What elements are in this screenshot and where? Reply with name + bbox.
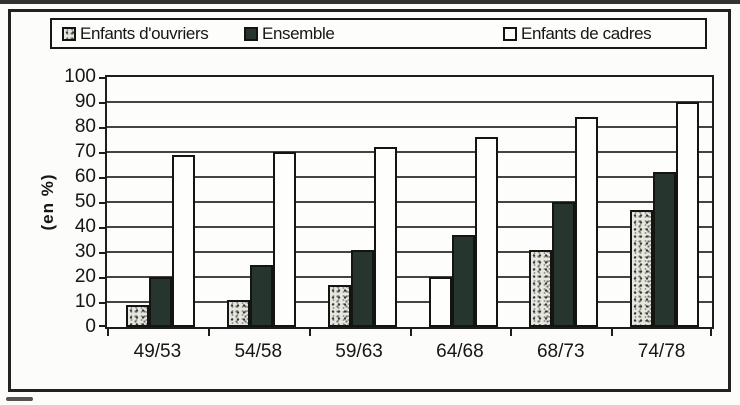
x-tick-label: 59/63 — [335, 341, 383, 362]
y-tick-label: 10 — [74, 291, 96, 312]
legend-label: Enfants d'ouvriers — [80, 23, 209, 43]
bar-enfants-d-ouvriers-59-63 — [327, 284, 351, 327]
bar-enfants-d-ouvriers-68-73 — [529, 249, 553, 327]
y-tick-label: 70 — [74, 141, 96, 162]
y-axis-tick — [99, 77, 107, 79]
x-axis-tick — [611, 329, 614, 336]
bar-ensemble-54-58 — [249, 264, 273, 327]
bar-enfants-de-cadres-64-68 — [474, 137, 498, 327]
bar-enfants-d-ouvriers-64-68 — [428, 277, 452, 327]
x-axis-tick — [510, 329, 513, 336]
bar-ensemble-59-63 — [350, 249, 374, 327]
x-tick-label: 49/53 — [133, 341, 182, 362]
y-axis-tick — [99, 152, 107, 154]
bar-ensemble-74-78 — [653, 172, 677, 327]
legend-item: Enfants d'ouvriers — [62, 20, 209, 47]
y-tick-label: 20 — [74, 266, 96, 287]
x-axis-tick — [107, 329, 109, 336]
bar-enfants-de-cadres-74-78 — [676, 102, 700, 327]
legend-swatch-white-icon — [503, 26, 517, 41]
gridline-20 — [107, 276, 712, 278]
y-tick-label: 50 — [74, 191, 96, 212]
y-tick-label: 80 — [74, 116, 96, 137]
bar-ensemble-68-73 — [552, 202, 576, 327]
x-tick-label: 64/68 — [436, 341, 484, 362]
legend-label: Enfants de cadres — [521, 23, 652, 43]
bar-enfants-de-cadres-59-63 — [373, 147, 397, 327]
x-axis-tick — [710, 329, 712, 336]
bar-enfants-de-cadres-68-73 — [575, 117, 599, 327]
bar-ensemble-64-68 — [451, 234, 475, 327]
x-axis-tick — [308, 329, 311, 336]
y-axis-tick — [99, 177, 107, 179]
x-tick-label: 74/78 — [637, 341, 686, 362]
y-tick-label: 40 — [74, 216, 96, 237]
x-axis-tick — [207, 329, 210, 336]
bar-enfants-d-ouvriers-54-58 — [226, 299, 250, 327]
gridline-60 — [107, 176, 712, 178]
y-axis-tick — [99, 202, 107, 204]
legend-swatch-dark-icon — [244, 26, 258, 41]
x-tick-label: 68/73 — [536, 341, 585, 362]
gridline-90 — [107, 101, 712, 103]
legend-item: Ensemble — [244, 20, 335, 47]
legend-swatch-stipple-icon — [62, 26, 76, 41]
y-tick-label: 100 — [64, 66, 96, 87]
y-tick-label: 60 — [74, 166, 96, 187]
bar-enfants-de-cadres-54-58 — [272, 152, 296, 327]
bar-enfants-d-ouvriers-74-78 — [630, 209, 654, 327]
y-tick-label: 0 — [85, 316, 96, 337]
gridline-70 — [107, 151, 712, 153]
y-axis-tick — [99, 227, 107, 229]
plot-area — [99, 75, 714, 336]
y-axis-tick — [99, 252, 107, 254]
x-tick-label: 54/58 — [234, 341, 283, 362]
bar-ensemble-49-53 — [149, 277, 172, 327]
legend-label: Ensemble — [262, 23, 335, 43]
gridline-50 — [107, 201, 712, 203]
bar-enfants-d-ouvriers-49-53 — [126, 304, 149, 327]
y-axis-tick — [99, 325, 107, 327]
gridline-10 — [107, 301, 712, 303]
y-axis-tick — [99, 277, 107, 279]
y-tick-label: 90 — [74, 91, 96, 112]
scan-artifact-bottom-mark — [6, 397, 33, 401]
y-axis-tick — [99, 302, 107, 304]
gridline-80 — [107, 126, 712, 128]
gridline-40 — [107, 226, 712, 228]
bar-enfants-de-cadres-49-53 — [172, 154, 195, 327]
scan-artifact-top-band — [0, 0, 740, 4]
legend-item: Enfants de cadres — [503, 20, 652, 47]
y-axis-tick — [99, 102, 107, 104]
x-axis-tick — [409, 329, 412, 336]
figure-frame — [8, 9, 731, 392]
y-axis-tick — [99, 127, 107, 129]
y-tick-label: 30 — [74, 241, 96, 262]
legend-box: Enfants d'ouvriers Ensemble Enfants de cad… — [50, 18, 707, 49]
gridline-30 — [107, 251, 712, 253]
